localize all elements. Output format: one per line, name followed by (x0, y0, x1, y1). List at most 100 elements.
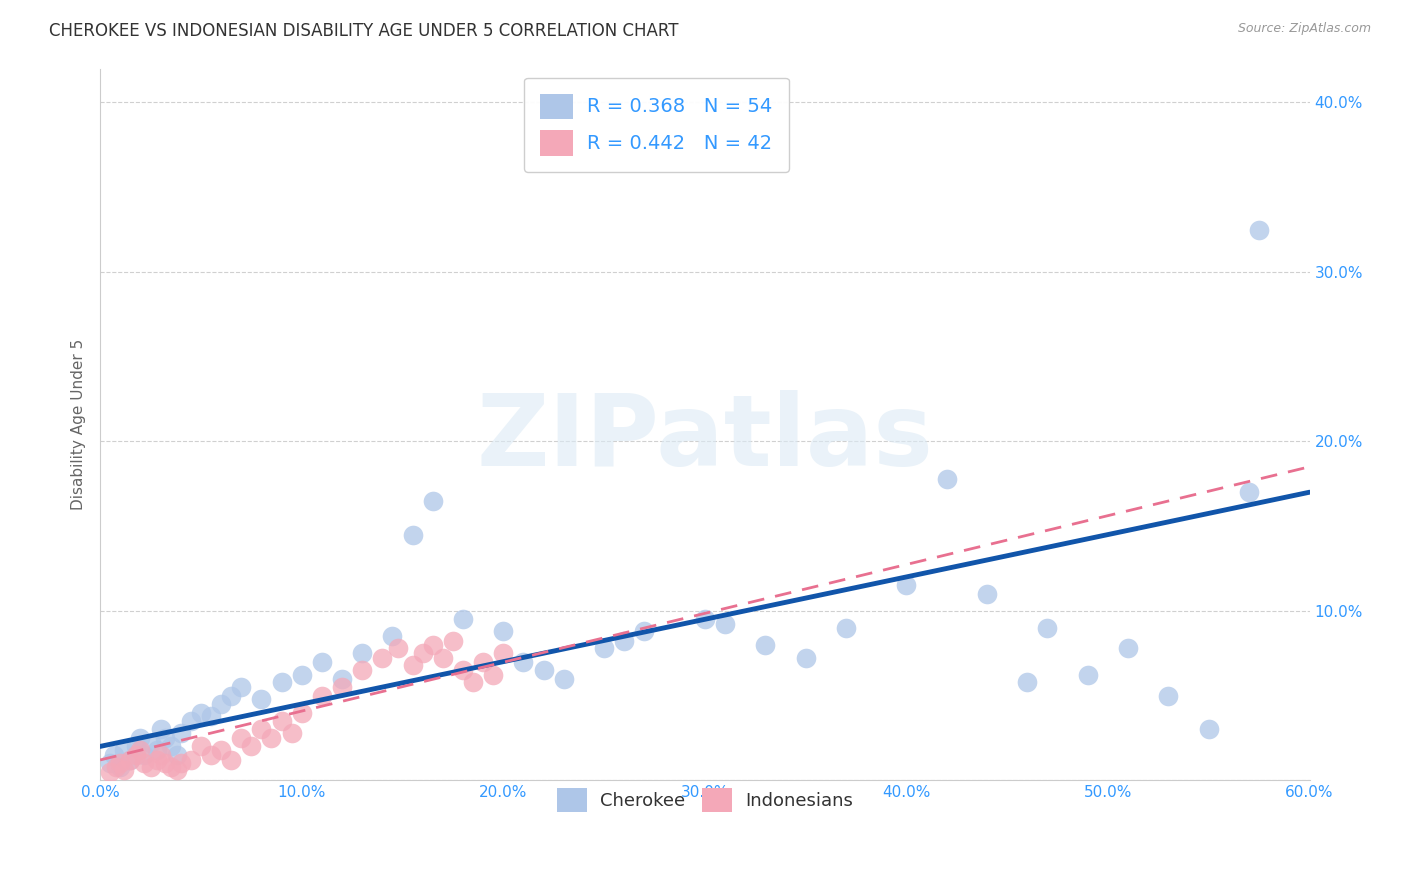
Point (125, 739, 148, 754)
Point (149, 747, 172, 762)
Point (593, 641, 616, 656)
Point (145, 743, 167, 757)
Point (103, 747, 125, 762)
Point (98, 764, 121, 779)
Point (835, 621, 858, 635)
Point (401, 658, 423, 673)
Point (153, 756, 176, 771)
Point (754, 638, 776, 652)
Point (134, 747, 156, 762)
Point (153, 731, 176, 745)
Point (280, 726, 302, 740)
Point (139, 760, 162, 774)
Point (935, 472, 957, 486)
Point (896, 578, 918, 592)
Point (422, 638, 444, 652)
Point (451, 612, 474, 626)
Point (461, 675, 484, 690)
Point (533, 663, 555, 677)
Point (180, 714, 202, 728)
Point (129, 743, 152, 757)
Text: CHEROKEE VS INDONESIAN DISABILITY AGE UNDER 5 CORRELATION CHART: CHEROKEE VS INDONESIAN DISABILITY AGE UN… (49, 22, 679, 40)
Point (145, 753, 167, 767)
Point (250, 723, 273, 737)
Point (120, 753, 142, 767)
Point (180, 753, 202, 767)
Point (472, 655, 495, 669)
Point (200, 747, 222, 762)
Point (250, 692, 273, 706)
Point (291, 668, 314, 682)
Point (492, 624, 515, 639)
Point (110, 756, 132, 771)
Point (159, 739, 181, 754)
Point (190, 739, 212, 754)
Point (330, 680, 353, 694)
Point (1157, 689, 1180, 703)
Point (110, 760, 132, 774)
Point (112, 743, 135, 757)
Point (794, 651, 817, 665)
Point (291, 706, 314, 720)
Point (352, 646, 374, 660)
Point (381, 629, 404, 643)
Text: ZIPatlas: ZIPatlas (477, 390, 934, 487)
Point (139, 736, 162, 750)
Text: Source: ZipAtlas.com: Source: ZipAtlas.com (1237, 22, 1371, 36)
Point (693, 612, 716, 626)
Point (1017, 675, 1039, 690)
Point (209, 743, 232, 757)
Point (1198, 723, 1220, 737)
Point (1237, 485, 1260, 500)
Point (219, 753, 242, 767)
Point (412, 646, 434, 660)
Point (170, 726, 193, 740)
Point (451, 663, 474, 677)
Point (1077, 668, 1099, 682)
Point (270, 714, 292, 728)
Point (512, 655, 534, 669)
Point (441, 634, 464, 648)
Point (125, 747, 148, 762)
Point (492, 646, 515, 660)
Point (432, 651, 454, 665)
Point (209, 697, 232, 711)
Point (352, 663, 374, 677)
Point (166, 763, 188, 777)
Point (401, 527, 423, 541)
Point (371, 651, 394, 665)
Point (270, 675, 292, 690)
Legend: Cherokee, Indonesians: Cherokee, Indonesians (543, 775, 866, 825)
Point (166, 747, 188, 762)
Point (190, 706, 212, 720)
Point (976, 587, 998, 601)
Point (387, 641, 409, 656)
Point (134, 756, 156, 771)
Point (149, 723, 172, 737)
Point (129, 731, 152, 745)
Point (231, 731, 253, 745)
Point (219, 689, 242, 703)
Point (260, 731, 283, 745)
Point (231, 680, 253, 694)
Point (170, 756, 193, 771)
Point (553, 672, 575, 686)
Point (240, 739, 263, 754)
Y-axis label: Disability Age Under 5: Disability Age Under 5 (72, 339, 86, 510)
Point (482, 668, 505, 682)
Point (633, 624, 655, 639)
Point (120, 753, 142, 767)
Point (105, 760, 128, 774)
Point (200, 709, 222, 723)
Point (311, 655, 333, 669)
Point (422, 493, 444, 508)
Point (330, 672, 353, 686)
Point (613, 634, 636, 648)
Point (1249, 222, 1271, 236)
Point (159, 760, 181, 774)
Point (1116, 641, 1139, 656)
Point (714, 617, 737, 632)
Point (112, 763, 135, 777)
Point (311, 689, 333, 703)
Point (98, 756, 121, 771)
